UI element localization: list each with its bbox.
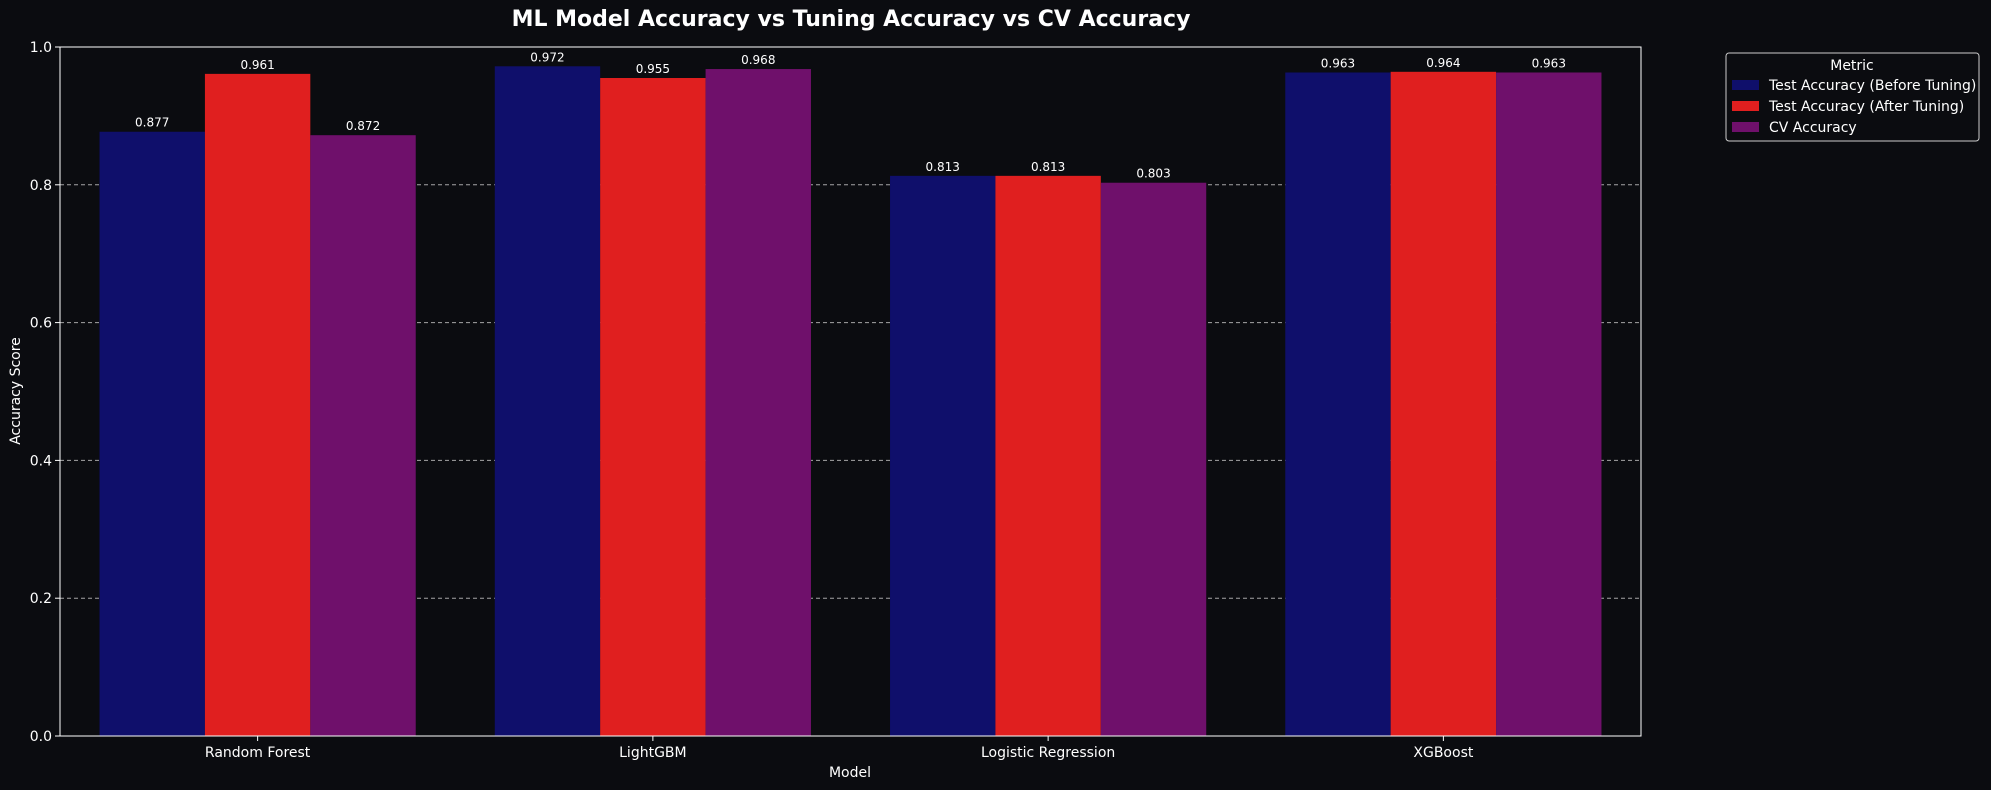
legend-item-label: Test Accuracy (After Tuning) (1768, 99, 1964, 115)
bar (99, 131, 205, 736)
bar-value-label: 0.877 (135, 116, 169, 130)
y-axis-label: Accuracy Score (8, 337, 24, 445)
bar (1285, 72, 1391, 737)
bar (1496, 72, 1602, 737)
bar (204, 73, 311, 737)
bar (995, 175, 1101, 736)
bar-value-label: 0.972 (530, 50, 564, 64)
bar-value-label: 0.813 (1031, 160, 1065, 174)
legend-title: Metric (1830, 58, 1874, 74)
x-tick-label: Random Forest (205, 745, 311, 761)
legend-swatch (1732, 122, 1759, 132)
legend: Metric Test Accuracy (Before Tuning)Test… (1725, 52, 1980, 142)
bar (310, 135, 416, 736)
legend-swatch (1732, 101, 1759, 111)
bar (494, 66, 601, 737)
x-axis: Random Forest LightGBM Logistic Regression… (205, 736, 1474, 761)
bar-value-label: 0.963 (1532, 56, 1566, 70)
bar-value-label: 0.963 (1321, 56, 1355, 70)
legend-item-label: Test Accuracy (Before Tuning) (1768, 78, 1976, 94)
y-tick-label: 0.6 (30, 316, 52, 332)
x-axis-label: Model (829, 765, 871, 781)
bar (1390, 71, 1497, 736)
y-tick-label: 0.0 (30, 729, 52, 745)
y-axis: 0.0 0.2 0.4 0.6 0.8 1.0 (30, 40, 60, 745)
bar-value-labels: 0.877 0.961 0.872 0.972 0.955 0.968 0.813 0.813… (135, 50, 1566, 180)
y-tick-label: 0.2 (30, 591, 52, 607)
legend-frame (1725, 52, 1980, 142)
bar (1100, 182, 1207, 736)
legend-items: Test Accuracy (Before Tuning) Test Accura… (1732, 78, 1976, 136)
x-tick-label: LightGBM (619, 745, 686, 761)
bar-value-label: 0.803 (1136, 167, 1170, 181)
bar-value-label: 0.955 (636, 62, 670, 76)
bar-value-label: 0.964 (1426, 56, 1460, 70)
plot-frame (59, 46, 1642, 737)
legend-swatch (1732, 80, 1759, 90)
bar (600, 78, 706, 736)
chart-title: ML Model Accuracy vs Tuning Accuracy vs … (512, 7, 1191, 32)
y-tick-label: 0.8 (30, 178, 52, 194)
bar-value-label: 0.961 (240, 58, 274, 72)
x-tick-label: XGBoost (1413, 745, 1473, 761)
y-tick-label: 1.0 (30, 40, 52, 56)
bar (890, 175, 996, 736)
y-tick-label: 0.4 (30, 453, 52, 469)
bar-value-label: 0.872 (346, 119, 380, 133)
bar-value-label: 0.968 (741, 53, 775, 67)
bar (705, 69, 811, 737)
bar-value-label: 0.813 (926, 160, 960, 174)
x-tick-label: Logistic Regression (981, 745, 1115, 761)
legend-item-label: CV Accuracy (1769, 120, 1857, 136)
bars (99, 66, 1602, 737)
